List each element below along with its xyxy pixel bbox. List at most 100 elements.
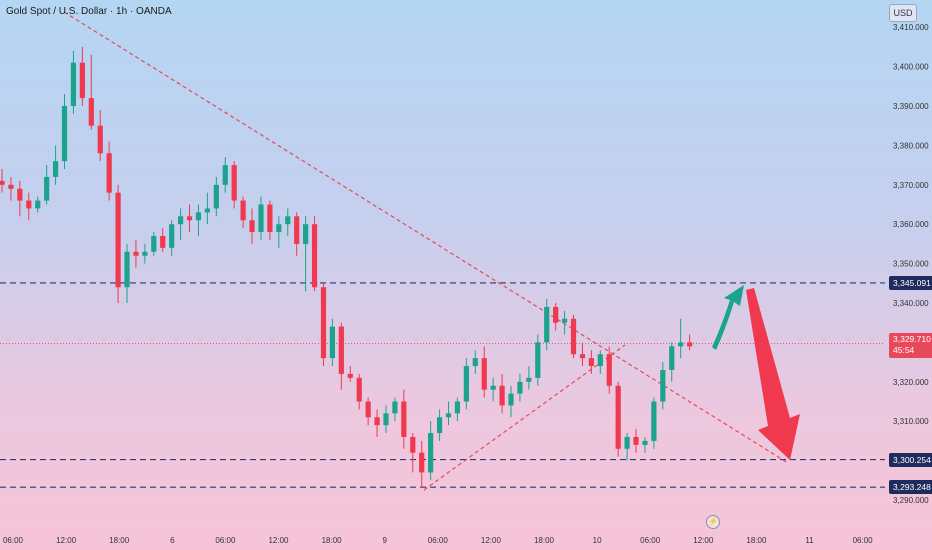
x-tick-label: 06:00 <box>853 536 874 545</box>
candle <box>133 239 139 268</box>
candle <box>88 54 94 130</box>
y-tick-label: 3,340.000 <box>893 299 929 308</box>
level-label: 3,300.254 <box>889 452 932 467</box>
candle <box>70 50 77 114</box>
candle <box>169 220 175 256</box>
candle <box>231 161 237 209</box>
candle <box>61 94 68 170</box>
candle-body <box>97 125 103 154</box>
candle <box>526 366 532 390</box>
candle-body <box>285 216 291 225</box>
y-tick-label: 3,390.000 <box>893 102 929 111</box>
candle-body <box>392 401 398 414</box>
candle-body <box>633 436 639 445</box>
candle <box>383 405 389 434</box>
candle-body <box>374 417 380 426</box>
x-tick-label: 18:00 <box>322 536 343 545</box>
uptrend-line-lower <box>423 344 626 491</box>
y-tick-label: 3,310.000 <box>893 417 929 426</box>
candle-body <box>267 204 273 233</box>
candle-body <box>508 393 514 406</box>
x-tick-label: 12:00 <box>481 536 502 545</box>
candle-body <box>544 306 550 343</box>
candle-body <box>124 251 130 288</box>
downtrend-line-upper <box>63 11 789 464</box>
candle-body <box>445 413 452 418</box>
candle-body <box>338 326 344 374</box>
candle <box>606 346 612 394</box>
lightning-icon[interactable]: ⚡ <box>706 515 720 529</box>
candle-body <box>472 358 478 367</box>
candle-body <box>678 342 684 347</box>
candle-body <box>311 224 318 288</box>
x-tick-label: 06:00 <box>640 536 661 545</box>
candle <box>445 401 452 426</box>
trendlines <box>63 11 789 491</box>
candle-body <box>151 236 157 252</box>
candle <box>311 216 318 292</box>
candle-body <box>597 354 603 367</box>
x-axis: 06:00 12:00 18:00 6 06:00 12:00 18:00 9 06:00 12:… <box>3 536 873 545</box>
candle <box>392 397 398 422</box>
candle <box>52 145 59 185</box>
projection-arrows <box>712 285 800 460</box>
candle-body <box>687 342 693 347</box>
candle <box>597 350 603 374</box>
y-tick-label: 3,370.000 <box>893 181 929 190</box>
candle <box>79 46 85 106</box>
y-tick-label: 3,400.000 <box>893 63 929 72</box>
candle <box>222 157 228 193</box>
x-tick-label: 12:00 <box>693 536 714 545</box>
candle-body <box>535 342 541 378</box>
candle-body <box>356 377 362 402</box>
candle-body <box>142 251 148 256</box>
candle <box>186 204 193 233</box>
candle <box>267 200 273 240</box>
candle-body <box>52 161 59 177</box>
candle-body <box>303 224 309 244</box>
candle-body <box>454 401 461 414</box>
candle-body <box>17 188 23 201</box>
x-tick-label: 06:00 <box>428 536 449 545</box>
currency-button[interactable]: USD <box>889 4 917 22</box>
candle <box>615 381 621 457</box>
candle-body <box>579 354 586 359</box>
candle <box>365 397 371 426</box>
candle <box>428 421 434 481</box>
candle <box>213 176 219 217</box>
x-tick-label: 9 <box>382 536 387 545</box>
candle-body <box>606 354 612 386</box>
candle-body <box>669 346 675 370</box>
candle-body <box>410 436 416 453</box>
candle-body <box>436 417 443 434</box>
y-tick-label: 3,360.000 <box>893 220 929 229</box>
candle-body <box>383 413 389 426</box>
candle-body <box>0 180 5 185</box>
candle-body <box>320 287 327 359</box>
y-axis: 3,290.0003,300.0003,310.0003,320.0003,33… <box>893 23 929 505</box>
candle-body <box>463 366 469 402</box>
candle <box>651 397 657 449</box>
candle <box>561 310 568 335</box>
candle <box>436 409 443 441</box>
candle <box>178 208 184 240</box>
y-tick-label: 3,350.000 <box>893 260 929 269</box>
candle-body <box>588 358 594 367</box>
candle-body <box>26 200 32 209</box>
candle <box>17 180 23 217</box>
candle <box>294 212 300 256</box>
candle-body <box>481 358 487 390</box>
candle-body <box>294 216 300 244</box>
y-tick-label: 3,290.000 <box>893 496 929 505</box>
candle <box>106 141 112 201</box>
candle-body <box>231 165 237 201</box>
red-down-arrow <box>746 288 800 460</box>
candle-body <box>615 385 621 449</box>
candle-body <box>240 200 246 221</box>
candle-body <box>61 106 68 162</box>
candle-body <box>517 381 523 394</box>
x-tick-label: 06:00 <box>215 536 236 545</box>
x-tick-label: 12:00 <box>56 536 77 545</box>
candle-body <box>160 236 166 248</box>
